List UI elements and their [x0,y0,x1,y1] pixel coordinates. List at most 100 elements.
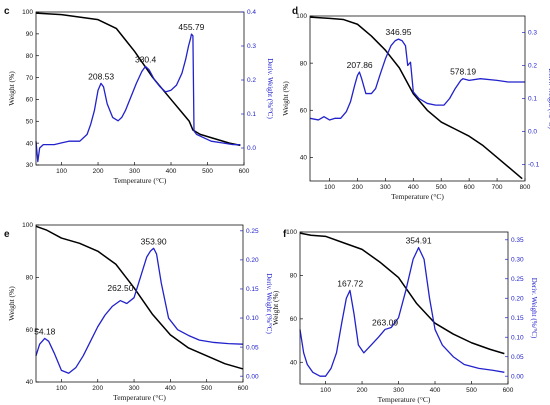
panel-d-x-tick-label: 500 [436,184,447,191]
panel-f-x-tick-label: 400 [430,387,441,394]
panel-c-y-tick-label: 70 [26,75,34,82]
panel-c-x-tick-label: 400 [166,168,177,175]
panel-e-x-tick-label: 500 [201,385,212,392]
panel-c-label: c [4,6,10,17]
panel-d-y2-tick-label: -0.1 [528,162,540,169]
panel-e-y2-axis-title: Deriv. Weight (%/°C) [265,273,273,334]
panel-d-label: d [292,6,298,17]
panel-c-x-tick-label: 200 [93,168,104,175]
panel-f-y2-tick-label: 0.10 [511,334,524,341]
panel-c-plot-frame [35,11,245,166]
panel-d-y-tick-label: 100 [296,13,307,20]
panel-e-x-tick-label: 400 [165,385,176,392]
panel-f-x-tick-label: 600 [503,387,514,394]
panel-f-y2-tick-label: 0.25 [511,276,524,283]
panel-e-y-axis-title: Weight (%) [7,286,16,321]
panel-e-peak-label: 262.50 [107,283,133,293]
panel-f-weight-line [299,232,505,355]
panel-d-x-tick-label: 800 [520,184,531,191]
panel-d-y2-tick-label: 0.1 [528,96,537,103]
panel-f-plot-frame [299,231,509,385]
panel-f-y-tick-label: 80 [290,273,298,280]
panel-d-x-tick-label: 200 [352,184,363,191]
panel-d-peak-label: 578.19 [450,67,476,77]
panel-d-y-tick-label: 40 [300,155,308,162]
panel-f-y-axis-title: Weight (%) [271,290,280,325]
panel-e-y2-tick-label: 0.20 [246,257,259,264]
panel-d-y2-tick-label: 0.0 [528,129,537,136]
panel-f-x-tick-label: 300 [393,387,404,394]
panel-e-y-tick-label: 100 [22,222,33,229]
panel-f-x-tick-label: 500 [466,387,477,394]
panel-c-y-tick-label: 50 [26,118,34,125]
panel-c-y2-tick-label: 0.0 [247,145,256,152]
panel-e-y2-tick-label: 0.25 [246,228,259,235]
panel-f-x-tick-label: 200 [357,387,368,394]
panel-c-y2-tick-label: 0.4 [247,9,256,16]
panel-c-y-tick-label: 100 [22,9,33,16]
panel-c-weight-line [35,12,241,147]
panel-c-y2-tick-label: 0.1 [247,111,256,118]
panel-f-y2-tick-label: 0.05 [511,354,524,361]
panel-c-peak-label: 330.4 [135,54,157,64]
panel-c-x-axis-title: Temperature (°C) [114,176,167,185]
panel-c-y-tick-label: 60 [26,97,34,104]
panel-d-y-tick-label: 80 [300,60,308,67]
panel-f-y2-tick-label: 0.35 [511,237,524,244]
panel-d-y-axis-title: Weight (%) [281,81,290,116]
panel-e: e 100 200 300 400 500 600 40 60 80 100 0.00 0.05 0.10… [4,222,273,402]
panel-e-plot-frame [35,224,244,383]
panel-c-deriv-weight-line [35,33,241,163]
panel-c-y2-axis-title: Deriv. Weight (%/°C) [266,58,274,119]
panel-e-peak-label: 54.18 [34,326,56,336]
panel-f-y-tick-label: 100 [286,229,297,236]
panel-f-y2-tick-label: 0.00 [511,373,524,380]
panel-e-x-tick-label: 300 [129,385,140,392]
panel-c-x-tick-label: 300 [129,168,140,175]
panel-c-y2-tick-label: 0.2 [247,77,256,84]
panel-d-x-tick-label: 100 [324,184,335,191]
panel-e-y-tick-label: 60 [26,327,34,334]
panel-e-x-tick-label: 100 [56,385,67,392]
panel-f-y-tick-label: 40 [290,359,298,366]
panel-d-peak-label: 346.95 [385,27,411,37]
panel-e-y-tick-label: 80 [26,275,34,282]
panel-e-y2-tick-label: 0.05 [246,344,259,351]
panel-d-deriv-weight-line [309,38,525,121]
panel-c-x-tick-label: 100 [56,168,67,175]
panel-c-y-axis-title: Weight (%) [7,71,16,106]
panel-e-x-tick-label: 200 [92,385,103,392]
panel-d-x-tick-label: 600 [464,184,475,191]
panel-e-x-tick-label: 600 [238,385,249,392]
panel-c-x-tick-label: 600 [239,168,250,175]
panel-e-y2-tick-label: 0.15 [246,286,259,293]
panel-e-label: e [4,229,10,240]
panel-d-x-tick-label: 300 [380,184,391,191]
panel-f-y-tick-label: 60 [290,316,298,323]
panel-d-weight-line [309,16,523,180]
panel-f-deriv-weight-line [299,246,505,377]
panel-f-y2-tick-label: 0.20 [511,295,524,302]
panel-f-y2-tick-label: 0.15 [511,315,524,322]
panel-e-weight-line [35,225,244,370]
panel-f-y2-tick-label: 0.30 [511,256,524,263]
panel-f-label: f [283,229,287,240]
panel-f-peak-label: 167.72 [337,278,363,288]
panel-f-x-axis-title: Temperature (°C) [378,395,431,404]
panel-e-x-axis-title: Temperature (°C) [113,393,166,402]
panel-d-x-tick-label: 400 [408,184,419,191]
panel-f-peak-label: 354.91 [406,236,432,246]
panel-e-deriv-weight-line [35,247,244,374]
panel-e-y-tick-label: 40 [26,379,34,386]
panel-c-peak-label: 208.53 [88,71,114,81]
panel-c-y-tick-label: 80 [26,53,34,60]
panel-d-y-tick-label: 60 [300,107,308,114]
panel-d-x-axis-title: Temperature (°C) [391,192,444,201]
panel-f-peak-label: 263.09 [372,317,398,327]
panel-d-y2-tick-label: 0.2 [528,63,537,70]
panel-d-peak-label: 207.86 [347,60,373,70]
panel-c-y-tick-label: 90 [26,31,34,38]
